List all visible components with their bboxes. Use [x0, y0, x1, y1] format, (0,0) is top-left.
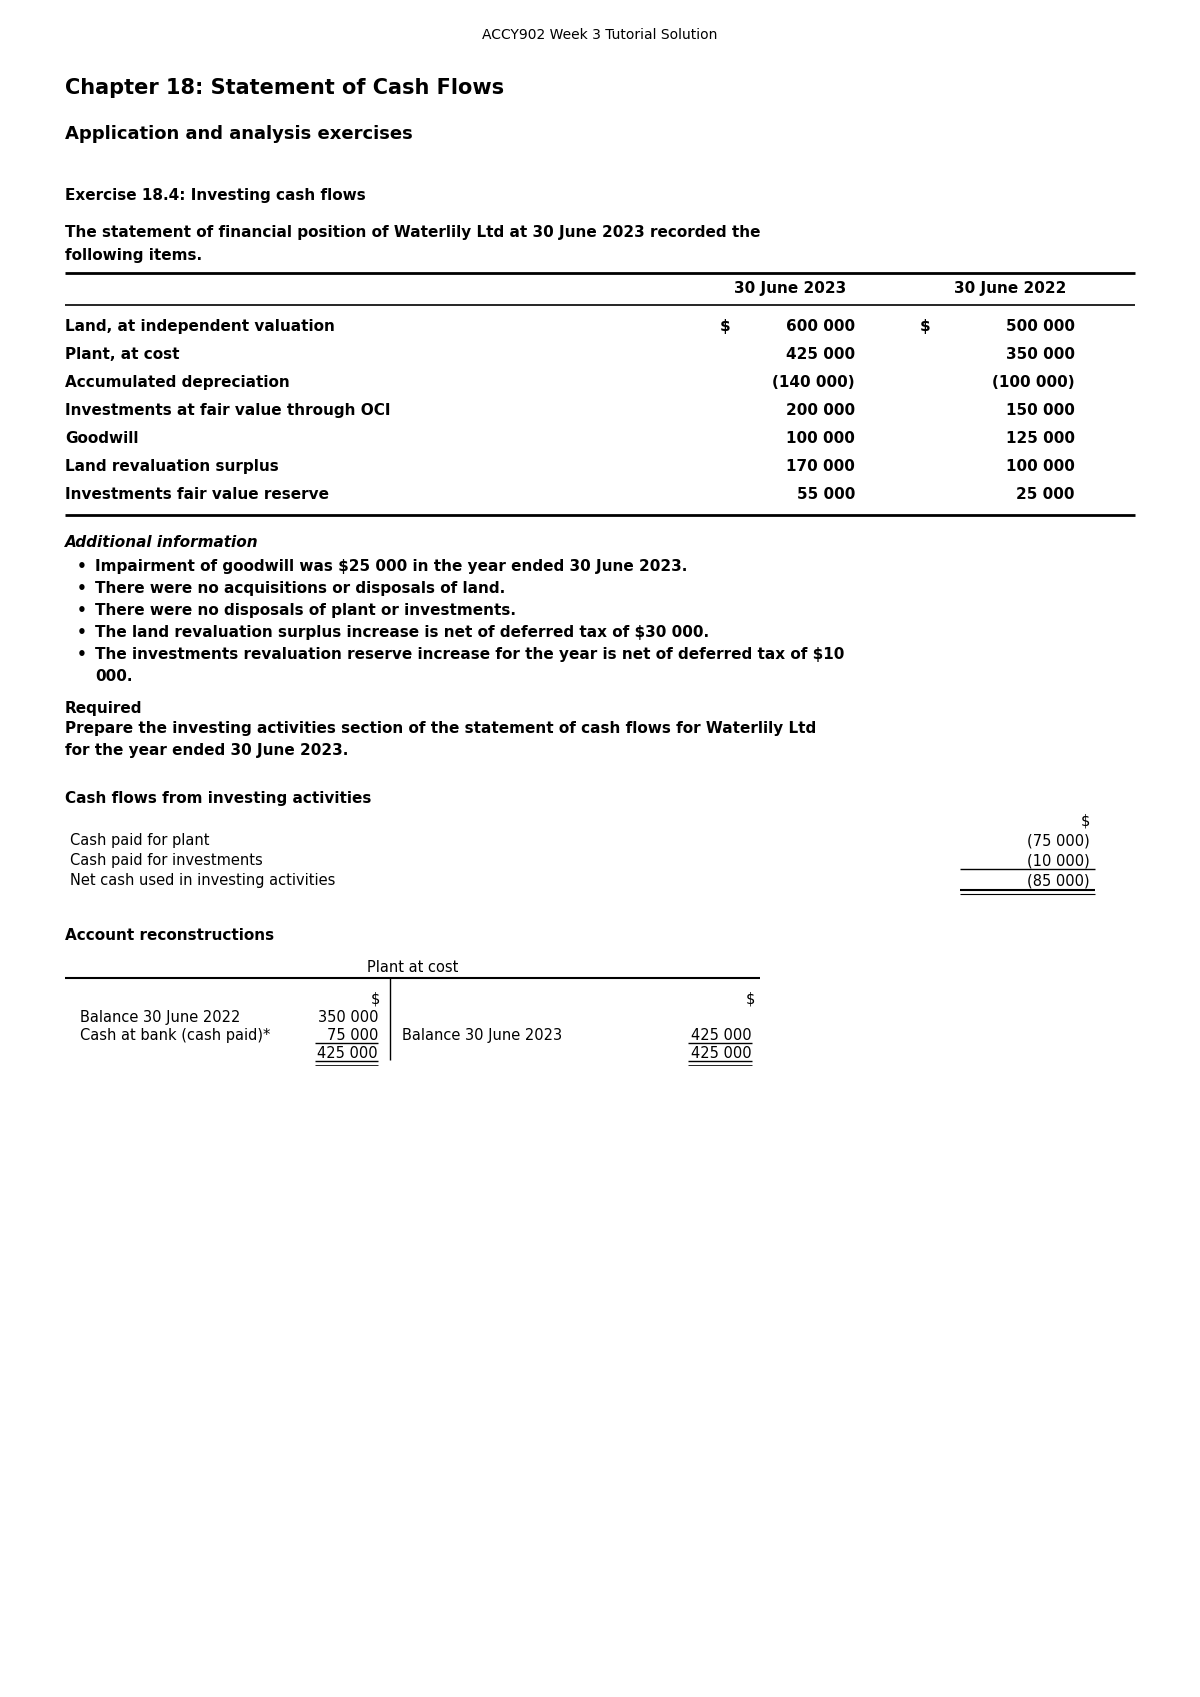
Text: 30 June 2022: 30 June 2022	[954, 282, 1066, 295]
Text: $: $	[1081, 813, 1090, 828]
Text: $: $	[920, 319, 931, 334]
Text: Additional information: Additional information	[65, 535, 259, 550]
Text: 100 000: 100 000	[1006, 458, 1075, 473]
Text: 425 000: 425 000	[691, 1045, 752, 1061]
Text: Cash paid for investments: Cash paid for investments	[70, 854, 263, 867]
Text: 425 000: 425 000	[786, 346, 854, 361]
Text: Cash flows from investing activities: Cash flows from investing activities	[65, 791, 371, 806]
Text: Exercise 18.4: Investing cash flows: Exercise 18.4: Investing cash flows	[65, 188, 366, 204]
Text: 600 000: 600 000	[786, 319, 854, 334]
Text: The investments revaluation reserve increase for the year is net of deferred tax: The investments revaluation reserve incr…	[95, 647, 845, 662]
Text: ACCY902 Week 3 Tutorial Solution: ACCY902 Week 3 Tutorial Solution	[482, 27, 718, 42]
Text: 25 000: 25 000	[1016, 487, 1075, 502]
Text: Required: Required	[65, 701, 143, 716]
Text: 100 000: 100 000	[786, 431, 854, 446]
Text: The statement of financial position of Waterlily Ltd at 30 June 2023 recorded th: The statement of financial position of W…	[65, 226, 761, 239]
Text: Prepare the investing activities section of the statement of cash flows for Wate: Prepare the investing activities section…	[65, 721, 816, 736]
Text: Goodwill: Goodwill	[65, 431, 138, 446]
Text: Investments at fair value through OCI: Investments at fair value through OCI	[65, 402, 390, 417]
Text: (85 000): (85 000)	[1027, 872, 1090, 888]
Text: Net cash used in investing activities: Net cash used in investing activities	[70, 872, 335, 888]
Text: Land, at independent valuation: Land, at independent valuation	[65, 319, 335, 334]
Text: 150 000: 150 000	[1006, 402, 1075, 417]
Text: $: $	[371, 993, 380, 1006]
Text: (75 000): (75 000)	[1027, 833, 1090, 848]
Text: Land revaluation surplus: Land revaluation surplus	[65, 458, 278, 473]
Text: following items.: following items.	[65, 248, 202, 263]
Text: 75 000: 75 000	[326, 1028, 378, 1044]
Text: •: •	[77, 580, 86, 596]
Text: Cash paid for plant: Cash paid for plant	[70, 833, 210, 848]
Text: $: $	[720, 319, 731, 334]
Text: (100 000): (100 000)	[992, 375, 1075, 390]
Text: 170 000: 170 000	[786, 458, 854, 473]
Text: $: $	[745, 993, 755, 1006]
Text: (10 000): (10 000)	[1027, 854, 1090, 867]
Text: There were no disposals of plant or investments.: There were no disposals of plant or inve…	[95, 602, 516, 618]
Text: Impairment of goodwill was $25 000 in the year ended 30 June 2023.: Impairment of goodwill was $25 000 in th…	[95, 558, 688, 574]
Text: 000.: 000.	[95, 669, 132, 684]
Text: 125 000: 125 000	[1006, 431, 1075, 446]
Text: 350 000: 350 000	[1006, 346, 1075, 361]
Text: The land revaluation surplus increase is net of deferred tax of $30 000.: The land revaluation surplus increase is…	[95, 624, 709, 640]
Text: 30 June 2023: 30 June 2023	[734, 282, 846, 295]
Text: •: •	[77, 558, 86, 574]
Text: Application and analysis exercises: Application and analysis exercises	[65, 126, 413, 143]
Text: •: •	[77, 602, 86, 618]
Text: Chapter 18: Statement of Cash Flows: Chapter 18: Statement of Cash Flows	[65, 78, 504, 98]
Text: •: •	[77, 647, 86, 662]
Text: Plant, at cost: Plant, at cost	[65, 346, 180, 361]
Text: Plant at cost: Plant at cost	[367, 961, 458, 976]
Text: Balance 30 June 2023: Balance 30 June 2023	[402, 1028, 562, 1044]
Text: 425 000: 425 000	[317, 1045, 378, 1061]
Text: Accumulated depreciation: Accumulated depreciation	[65, 375, 289, 390]
Text: (140 000): (140 000)	[773, 375, 854, 390]
Text: 350 000: 350 000	[318, 1010, 378, 1025]
Text: 500 000: 500 000	[1006, 319, 1075, 334]
Text: There were no acquisitions or disposals of land.: There were no acquisitions or disposals …	[95, 580, 505, 596]
Text: Investments fair value reserve: Investments fair value reserve	[65, 487, 329, 502]
Text: for the year ended 30 June 2023.: for the year ended 30 June 2023.	[65, 743, 348, 759]
Text: Cash at bank (cash paid)*: Cash at bank (cash paid)*	[80, 1028, 270, 1044]
Text: •: •	[77, 624, 86, 640]
Text: Account reconstructions: Account reconstructions	[65, 928, 274, 944]
Text: 200 000: 200 000	[786, 402, 854, 417]
Text: 55 000: 55 000	[797, 487, 854, 502]
Text: Balance 30 June 2022: Balance 30 June 2022	[80, 1010, 240, 1025]
Text: 425 000: 425 000	[691, 1028, 752, 1044]
